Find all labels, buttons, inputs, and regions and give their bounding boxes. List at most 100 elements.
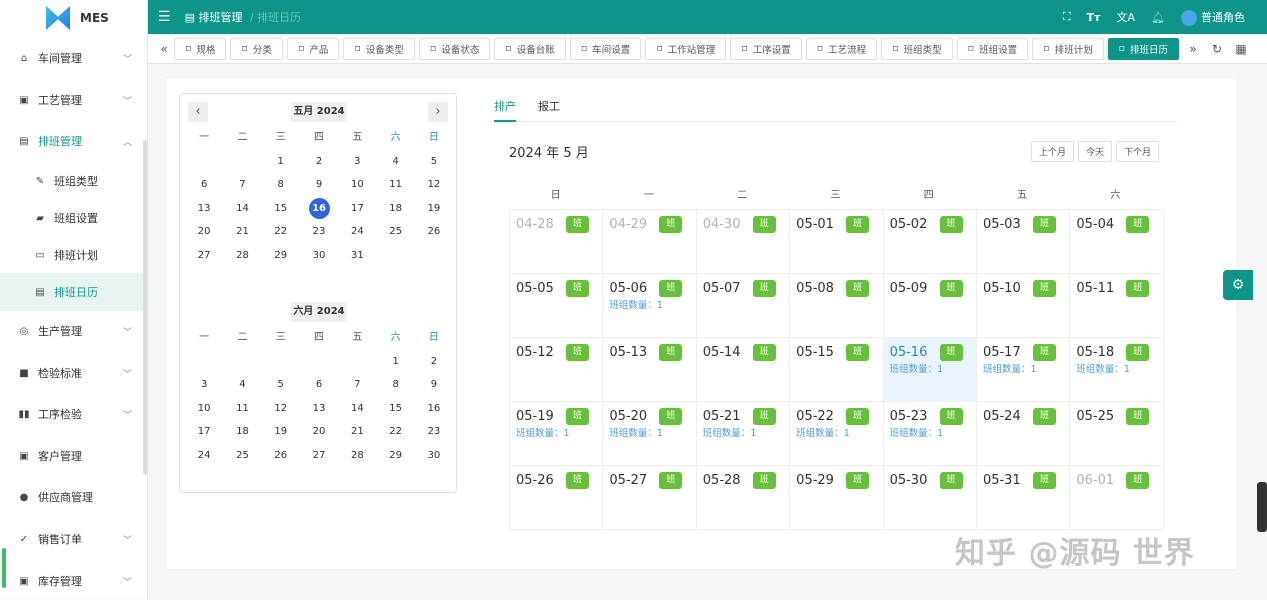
grid-menu-icon[interactable]: ▦ (1235, 41, 1247, 56)
tag-tab[interactable]: ▫ 排班日历 (1107, 37, 1180, 60)
breadcrumb-item[interactable]: 排班管理 (198, 11, 243, 24)
sidebar-item[interactable]: ▭ 排班计划 (0, 236, 146, 274)
chevron-left-icon[interactable]: ‹ (188, 102, 208, 122)
sidebar-item[interactable]: ◎ 生产管理 ﹀ (0, 312, 146, 350)
mini-day[interactable]: 8 (277, 179, 284, 191)
mini-day[interactable]: 20 (197, 226, 211, 238)
sidebar-item[interactable]: ▣ 库存管理 ﹀ (0, 562, 146, 600)
shift-badge[interactable]: 班 (1032, 472, 1056, 489)
mini-day[interactable]: 31 (350, 249, 364, 261)
mini-day[interactable]: 1 (277, 155, 284, 167)
mini-day[interactable]: 7 (239, 179, 246, 191)
sidebar-item[interactable]: ▰ 班组设置 (0, 199, 146, 237)
mini-day[interactable]: 14 (236, 202, 249, 214)
shift-badge[interactable]: 班 (566, 408, 589, 425)
sidebar-item[interactable]: ⌂ 车间管理 ﹀ (0, 39, 146, 77)
mini-day[interactable]: 6 (200, 179, 208, 191)
settings-gear-icon[interactable]: ⚙ (1223, 270, 1253, 300)
mini-day[interactable]: 2 (430, 355, 438, 367)
calendar-day-cell[interactable]: 05-11 班 (1070, 274, 1164, 338)
mini-day[interactable]: 22 (274, 226, 288, 238)
mini-day[interactable]: 17 (197, 426, 211, 438)
mini-day[interactable]: 23 (427, 426, 441, 438)
mini-day[interactable]: 3 (200, 379, 208, 391)
calendar-day-cell[interactable]: 05-04 班 (1070, 210, 1164, 274)
mini-day[interactable]: 4 (239, 379, 246, 391)
calendar-day-cell[interactable]: 05-16 班班组数量：1 (883, 338, 977, 402)
calendar-day-cell[interactable]: 05-29 班 (790, 466, 884, 530)
page-scrollbar[interactable] (1257, 482, 1267, 532)
shift-badge[interactable]: 班 (752, 472, 776, 489)
shift-badge[interactable]: 班 (659, 280, 683, 297)
calendar-day-cell[interactable]: 05-30 班 (883, 466, 977, 530)
fullscreen-icon[interactable]: ⛶ (1062, 10, 1071, 23)
tag-tab[interactable]: ▫ 设备状态 (418, 37, 491, 60)
mini-day[interactable]: 26 (427, 226, 441, 238)
font-size-icon[interactable]: Tт (1086, 10, 1101, 24)
mini-day[interactable]: 12 (274, 402, 288, 414)
calendar-day-cell[interactable]: 05-21 班班组数量：1 (696, 402, 791, 466)
mini-day[interactable]: 5 (430, 155, 438, 167)
shift-badge[interactable]: 班 (846, 472, 870, 489)
mini-day[interactable]: 2 (315, 155, 323, 167)
shift-badge[interactable]: 班 (846, 344, 870, 361)
mini-day[interactable]: 29 (389, 449, 402, 461)
sidebar-item[interactable]: ■ 检验标准 ﹀ (0, 354, 146, 392)
shift-badge[interactable]: 班 (752, 280, 776, 297)
tag-tab[interactable]: ▫ 产品 (286, 37, 340, 60)
bell-icon[interactable]: 🔔︎ (1151, 10, 1165, 24)
mini-day[interactable]: 6 (315, 379, 323, 391)
mini-day[interactable]: 12 (427, 179, 441, 191)
calendar-day-cell[interactable]: 05-05 班 (510, 274, 604, 338)
tab-schedule[interactable]: 排产 (494, 98, 516, 122)
mini-day[interactable]: 4 (392, 155, 399, 167)
mini-day[interactable]: 25 (389, 226, 402, 238)
user-menu[interactable]: 普通角色 (1181, 9, 1245, 26)
calendar-day-cell[interactable]: 04-30 班 (696, 210, 791, 274)
calendar-day-cell[interactable]: 04-29 班 (603, 210, 697, 274)
sidebar-item[interactable]: ▣ 客户管理 (0, 437, 146, 475)
mini-day[interactable]: 30 (312, 249, 326, 261)
refresh-icon[interactable]: ↻ (1212, 41, 1223, 56)
calendar-day-cell[interactable]: 05-31 班 (976, 466, 1071, 530)
scroll-left-icon[interactable]: « (160, 41, 168, 56)
shift-badge[interactable]: 班 (752, 216, 776, 233)
shift-badge[interactable]: 班 (1032, 344, 1056, 361)
mini-day[interactable]: 3 (354, 155, 361, 167)
mini-day[interactable]: 7 (354, 379, 361, 391)
hamburger-icon[interactable]: ☰ (158, 9, 171, 25)
mini-day[interactable]: 10 (350, 179, 364, 191)
shift-badge[interactable]: 班 (1126, 472, 1150, 489)
shift-badge[interactable]: 班 (846, 280, 870, 297)
mini-day[interactable]: 27 (197, 249, 211, 261)
mini-day[interactable]: 27 (312, 449, 326, 461)
calendar-day-cell[interactable]: 05-24 班 (976, 402, 1071, 466)
mini-day[interactable]: 24 (197, 449, 211, 461)
mini-day[interactable]: 17 (350, 202, 364, 214)
shift-badge[interactable]: 班 (846, 216, 870, 233)
sidebar-item[interactable]: ▤ 排班日历 (0, 273, 146, 311)
next-month-button[interactable]: 下个月 (1116, 141, 1160, 162)
mini-day[interactable]: 26 (274, 449, 288, 461)
shift-badge[interactable]: 班 (1126, 280, 1150, 297)
tab-report[interactable]: 报工 (538, 100, 560, 113)
calendar-day-cell[interactable]: 05-25 班 (1070, 402, 1164, 466)
calendar-day-cell[interactable]: 05-02 班 (883, 210, 977, 274)
sidebar-scrollbar[interactable] (143, 140, 147, 475)
shift-badge[interactable]: 班 (566, 216, 589, 233)
shift-badge[interactable]: 班 (939, 472, 963, 489)
calendar-day-cell[interactable]: 05-10 班 (976, 274, 1071, 338)
mini-day[interactable]: 30 (427, 449, 441, 461)
mini-day[interactable]: 29 (274, 249, 288, 261)
mini-day[interactable]: 28 (350, 449, 364, 461)
shift-badge[interactable]: 班 (1032, 280, 1056, 297)
tag-tab[interactable]: ▫ 设备台账 (494, 37, 566, 60)
mini-day[interactable]: 19 (274, 426, 288, 438)
shift-badge[interactable]: 班 (939, 216, 963, 233)
mini-day-selected[interactable]: 16 (300, 197, 338, 221)
sidebar-item[interactable]: ✎ 班组类型 (0, 162, 146, 200)
shift-badge[interactable]: 班 (566, 344, 589, 361)
mini-day[interactable]: 18 (236, 426, 249, 438)
shift-badge[interactable]: 班 (939, 408, 963, 425)
prev-month-button[interactable]: 上个月 (1031, 141, 1075, 162)
